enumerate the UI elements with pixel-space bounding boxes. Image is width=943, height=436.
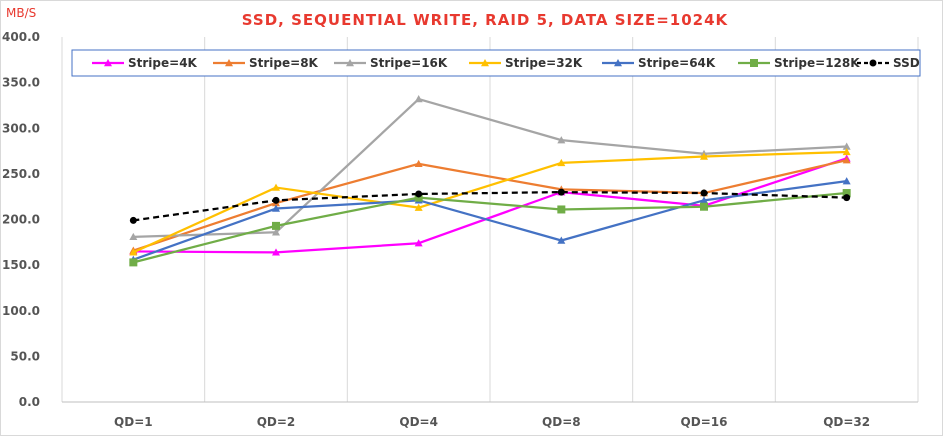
series-line-ssd: [133, 191, 847, 222]
data-point-stripe-64k: [557, 236, 566, 244]
series-stripe-64k: [129, 177, 851, 263]
y-tick-label: 100.0: [2, 304, 40, 318]
series-line-stripe-64k: [132, 180, 847, 261]
data-point-stripe-4k: [272, 248, 280, 256]
data-point-stripe-128k: [414, 193, 423, 202]
data-point-stripe-128k: [557, 205, 566, 214]
data-point-ssd: [415, 190, 423, 198]
series-stripe-32k: [129, 147, 851, 256]
legend-swatch-marker: [481, 59, 489, 67]
legend: Stripe=4K Stripe=8K Stripe=16K Stripe=32K St…: [71, 49, 921, 77]
data-point-stripe-16k: [414, 95, 423, 103]
legend-item-stripe-16k: Stripe=16K: [334, 56, 448, 70]
legend-label: Stripe=4K: [128, 56, 198, 70]
legend-item-stripe-128k: Stripe=128K: [738, 56, 860, 70]
data-point-stripe-8k: [842, 156, 851, 164]
x-tick-label: QD=32: [823, 415, 870, 429]
data-point-stripe-16k: [129, 232, 138, 241]
x-tick-label: QD=1: [114, 415, 153, 429]
legend-label: Stripe=8K: [249, 56, 319, 70]
data-point-stripe-32k: [414, 203, 423, 211]
y-tick-label: 0.0: [19, 395, 40, 409]
data-point-stripe-64k: [700, 196, 708, 204]
axes: 0.0 50.0 100.0 150.0 200.0 250.0 300.0 350.0 400…: [2, 30, 918, 429]
legend-swatch-marker: [869, 59, 877, 67]
data-point-stripe-16k: [557, 136, 566, 144]
legend-item-stripe-64k: Stripe=64K: [602, 56, 716, 70]
legend-label: SSD: [893, 56, 920, 70]
data-point-stripe-128k: [129, 258, 138, 267]
legend-item-stripe-4k: Stripe=4K: [92, 56, 198, 70]
series-line-stripe-128k: [133, 191, 847, 264]
series-stripe-128k: [129, 189, 851, 267]
y-tick-label: 300.0: [2, 121, 40, 135]
y-tick-label: 350.0: [2, 76, 40, 90]
legend-swatch-marker: [750, 59, 758, 67]
series-ssd: [129, 188, 851, 224]
x-tick-label: QD=2: [257, 415, 296, 429]
legend-label: Stripe=128K: [774, 56, 860, 70]
data-point-stripe-8k: [414, 159, 423, 168]
series-line-stripe-8k: [132, 159, 847, 252]
legend-label: Stripe=16K: [370, 56, 448, 70]
x-tick-label: QD=4: [399, 415, 438, 429]
legend-swatch-marker: [104, 59, 112, 67]
data-point-stripe-32k: [129, 248, 138, 256]
legend-label: Stripe=32K: [505, 56, 583, 70]
x-tick-label: QD=16: [681, 415, 728, 429]
y-tick-label: 250.0: [2, 167, 40, 181]
data-point-ssd: [843, 194, 851, 202]
y-axis-unit-label: MB/S: [6, 6, 36, 20]
legend-label: Stripe=64K: [638, 56, 716, 70]
data-point-stripe-128k: [842, 189, 851, 198]
y-tick-label: 50.0: [10, 349, 40, 363]
legend-item-stripe-8k: Stripe=8K: [213, 56, 319, 70]
legend-swatch-marker: [346, 59, 354, 67]
data-point-ssd: [272, 196, 280, 204]
data-point-stripe-64k: [272, 204, 280, 212]
chart-title: SSD, SEQUENTIAL WRITE, RAID 5, DATA SIZE…: [242, 11, 729, 29]
data-point-stripe-64k: [842, 177, 851, 185]
data-point-stripe-16k: [842, 142, 851, 150]
data-point-stripe-32k: [700, 152, 708, 160]
data-point-stripe-32k: [842, 147, 851, 156]
series-line-stripe-32k: [132, 150, 847, 254]
y-tick-label: 200.0: [2, 213, 40, 227]
y-tick-label: 400.0: [2, 30, 40, 44]
data-point-stripe-32k: [272, 183, 280, 191]
legend-swatch-marker: [614, 59, 622, 67]
data-point-stripe-128k: [700, 202, 708, 211]
data-point-ssd: [129, 216, 137, 224]
data-point-stripe-4k: [414, 239, 423, 247]
legend-item-stripe-32k: Stripe=32K: [469, 56, 583, 70]
x-tick-label: QD=8: [542, 415, 581, 429]
series-group: [129, 95, 851, 267]
legend-item-ssd: SSD: [857, 56, 920, 70]
y-tick-label: 150.0: [2, 258, 40, 272]
data-point-ssd: [557, 188, 565, 196]
data-point-ssd: [700, 189, 708, 197]
legend-swatch-marker: [225, 59, 233, 67]
data-point-stripe-128k: [272, 221, 280, 230]
data-point-stripe-16k: [272, 228, 280, 236]
data-point-stripe-32k: [557, 158, 566, 167]
